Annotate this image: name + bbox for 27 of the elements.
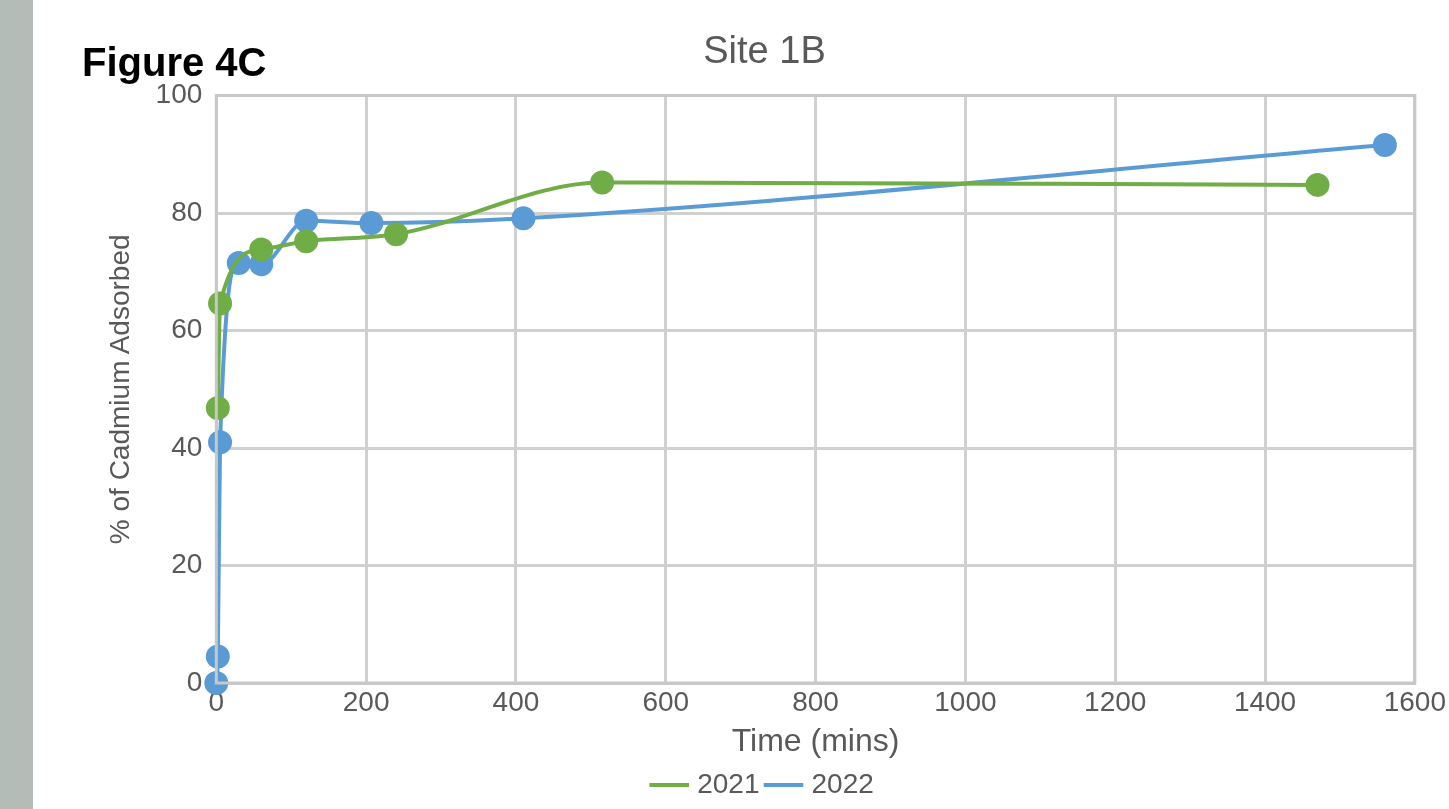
x-tick-label: 1600 [1383,685,1446,717]
point [511,206,536,231]
y-tick-label: 40 [171,430,203,462]
x-tick-label: 600 [642,685,690,717]
x-tick-label: 200 [342,685,390,717]
x-tick-label: 1400 [1233,685,1297,717]
x-tick-label: 400 [492,685,540,717]
y-axis-title: % of Cadmium Adsorbed [103,234,135,545]
x-tick-label: 800 [792,685,839,717]
point [590,170,615,195]
y-tick-label: 0 [186,665,203,697]
point [249,237,274,262]
y-tick-label: 60 [171,313,203,345]
point [1372,132,1397,157]
point [1305,172,1330,197]
point [384,222,409,247]
legend-label: 2022 [811,767,874,799]
x-axis-title: Time (mins) [731,721,900,758]
point [359,211,384,236]
x-tick-label: 1200 [1084,685,1147,717]
y-tick-label: 20 [171,548,203,580]
point [294,229,319,254]
point [294,208,319,233]
x-tick-label: 1000 [934,685,997,717]
legend-label: 2021 [697,767,760,799]
chart-title: Site 1B [703,29,826,72]
y-tick-label: 80 [171,195,203,227]
